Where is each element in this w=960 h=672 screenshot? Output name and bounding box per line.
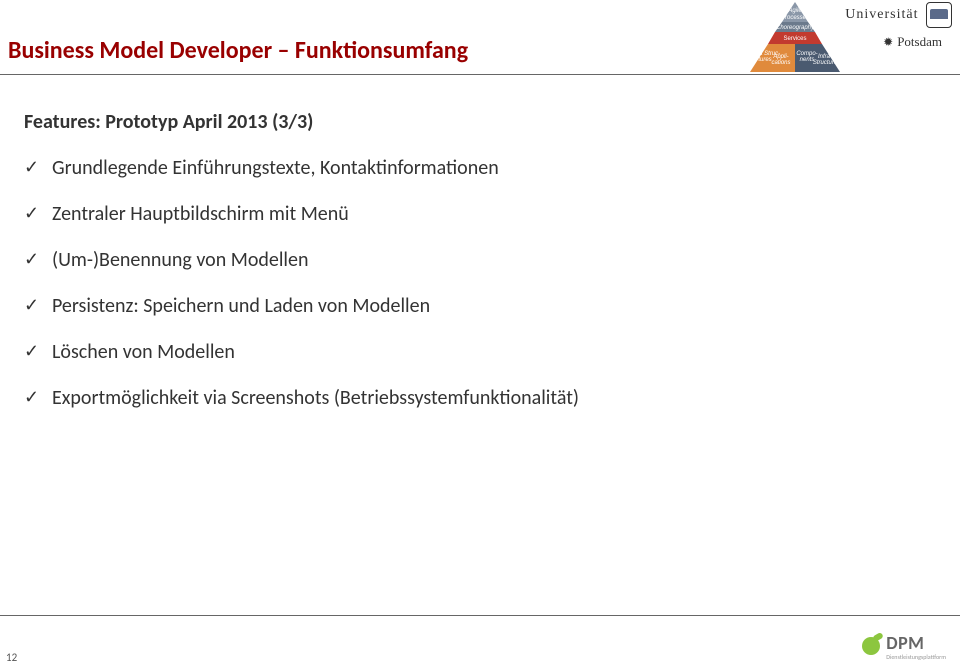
list-item: (Um-)Benennung von Modellen (24, 248, 920, 272)
page-title: Business Model Developer – Funktionsumfa… (8, 36, 960, 65)
list-item: Löschen von Modellen (24, 340, 920, 364)
page-number: 12 (6, 651, 17, 664)
slide: Agile Processes Choreography Services Da… (0, 0, 960, 672)
feature-list: Grundlegende Einführungstexte, Kontaktin… (24, 156, 920, 410)
subtitle: Features: Prototyp April 2013 (3/3) (24, 110, 920, 134)
dpm-logo: DPM Dienstleistungsplattform (862, 632, 946, 660)
bottom-rule (0, 615, 960, 616)
university-name-top: Universität (845, 7, 918, 22)
list-item: Exportmöglichkeit via Screenshots (Betri… (24, 386, 920, 410)
list-item: Zentraler Hauptbildschirm mit Menü (24, 202, 920, 226)
svg-text:Choreography: Choreography (776, 25, 815, 31)
dpm-logo-sub: Dienstleistungsplattform (886, 654, 946, 660)
title-rule (0, 74, 960, 75)
list-item: Persistenz: Speichern und Laden von Mode… (24, 294, 920, 318)
svg-text:Agile: Agile (787, 8, 802, 14)
list-item: Grundlegende Einführungstexte, Kontaktin… (24, 156, 920, 180)
svg-text:Processes: Processes (781, 15, 809, 21)
university-crest-icon (926, 2, 952, 28)
title-bar: Business Model Developer – Funktionsumfa… (0, 36, 960, 71)
leaf-icon (862, 637, 880, 655)
university-logo: Universität (845, 2, 952, 28)
dpm-logo-text: DPM (886, 632, 946, 654)
content: Features: Prototyp April 2013 (3/3) Grun… (24, 110, 920, 432)
